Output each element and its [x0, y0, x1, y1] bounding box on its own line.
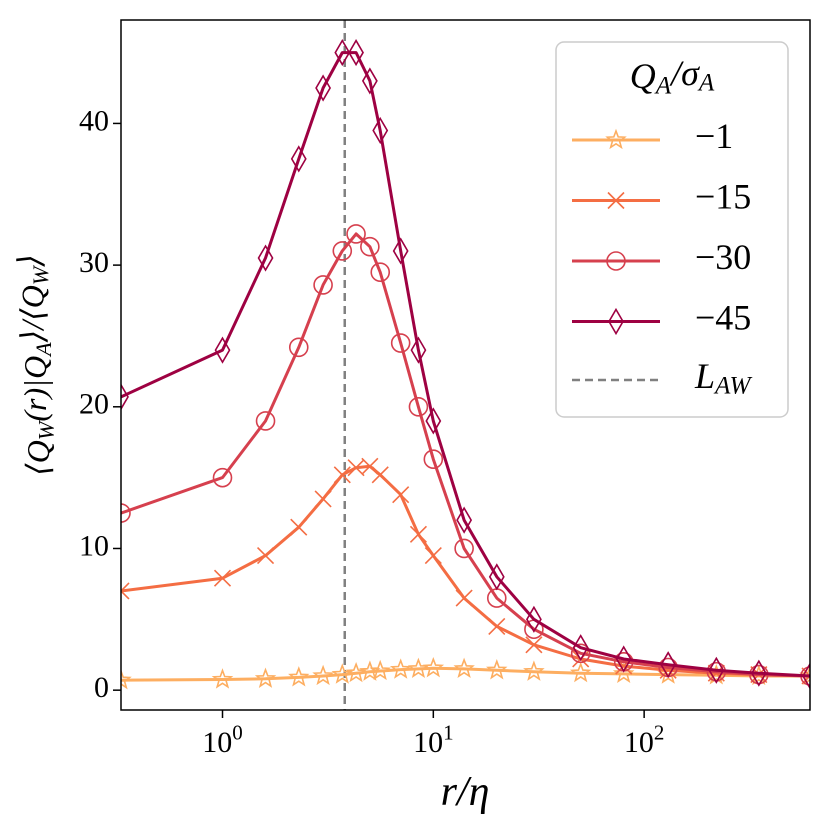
marker [213, 569, 232, 587]
marker [314, 490, 332, 508]
marker [605, 128, 627, 150]
legend-label: −1 [695, 116, 733, 156]
series-line [121, 464, 810, 678]
marker [389, 658, 412, 679]
x-tick-label: 101​ [413, 720, 454, 759]
marker [410, 336, 427, 364]
marker [288, 337, 309, 358]
marker [121, 582, 130, 600]
marker [333, 466, 351, 484]
legend-label: −45 [695, 298, 751, 338]
marker [454, 538, 474, 559]
marker [799, 664, 810, 686]
series-line [121, 51, 810, 678]
marker [288, 666, 310, 687]
marker [392, 486, 410, 504]
frame [120, 19, 811, 711]
marker [254, 667, 277, 688]
marker [256, 546, 275, 565]
marker [121, 383, 129, 411]
marker [525, 605, 542, 633]
marker [212, 467, 233, 488]
legend-label: −15 [695, 177, 751, 217]
marker [572, 634, 589, 662]
y-tick-label: 40 [79, 104, 109, 137]
marker [360, 236, 380, 257]
plot-area [121, 20, 810, 710]
marker [523, 660, 545, 681]
marker [801, 667, 810, 685]
marker [347, 459, 365, 477]
marker [488, 617, 506, 635]
series-line [121, 232, 810, 678]
marker [370, 262, 391, 282]
marker [453, 657, 475, 679]
legend-label: LAW​ [694, 356, 752, 399]
marker [214, 336, 231, 364]
marker [488, 563, 505, 591]
marker [607, 191, 625, 210]
marker [121, 503, 131, 523]
marker [121, 668, 132, 690]
marker [802, 662, 810, 690]
marker [348, 38, 364, 67]
marker [708, 656, 725, 684]
marker [359, 660, 381, 681]
marker [290, 145, 307, 173]
marker [332, 241, 353, 261]
marker [422, 656, 445, 678]
marker [211, 668, 234, 689]
x-axis-label: r/η [441, 769, 490, 815]
marker [313, 275, 333, 295]
marker [569, 661, 592, 683]
marker [486, 658, 508, 680]
marker [456, 506, 473, 534]
marker [255, 411, 276, 431]
marker [425, 407, 442, 435]
marker [423, 449, 444, 470]
marker [660, 651, 677, 679]
marker [408, 396, 429, 417]
legend-box [555, 41, 789, 418]
marker [371, 466, 389, 484]
y-axis-label: ⟨QW​(r)|QA​⟩/⟨QW​⟩ [12, 254, 59, 476]
marker [315, 74, 332, 102]
y-tick-label: 0 [94, 671, 109, 704]
marker [615, 645, 632, 673]
series-line [121, 666, 810, 682]
marker [424, 546, 442, 565]
marker [334, 38, 351, 67]
marker [257, 244, 274, 272]
marker [290, 518, 308, 536]
marker [409, 525, 428, 543]
marker [750, 659, 767, 687]
legend-label: −30 [695, 237, 751, 277]
x-tick-label: 100​ [202, 720, 243, 759]
marker [361, 67, 378, 95]
marker [608, 307, 624, 336]
marker [390, 333, 411, 353]
y-tick-label: 20 [79, 388, 109, 421]
legend: QA​/σA​ −1 −15 −30 −45 LAW​ [555, 41, 789, 418]
x-tick-label: 102​ [624, 720, 665, 759]
marker [346, 224, 366, 244]
marker [312, 664, 334, 686]
marker [369, 659, 391, 681]
marker [525, 636, 543, 654]
marker [392, 237, 409, 265]
marker [570, 643, 591, 664]
marker [612, 662, 635, 684]
marker [455, 589, 473, 607]
y-tick-label: 30 [79, 246, 109, 279]
y-tick-label: 10 [79, 529, 109, 562]
marker [372, 116, 389, 145]
marker [606, 251, 626, 271]
legend-title: QA​/σA​ [630, 53, 715, 99]
marker [361, 457, 379, 475]
